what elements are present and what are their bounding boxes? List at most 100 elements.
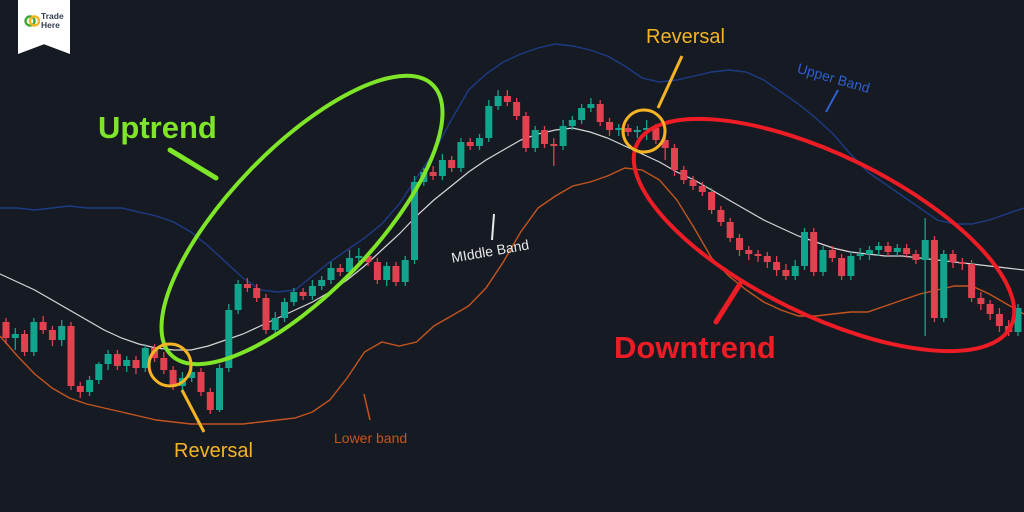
candle-body [141,348,149,368]
candle [30,318,38,356]
candle [865,246,873,260]
candle [160,352,168,374]
candle [494,90,502,110]
candle-body [160,358,168,370]
uptrend-ellipse [159,73,445,367]
candle-body [977,298,985,304]
candle [736,234,743,256]
candle-body [652,128,660,140]
candle-body [197,372,205,392]
candle-body [606,122,613,130]
candle-body [643,128,651,130]
candle [893,244,901,256]
candle [39,316,47,334]
candle [995,308,1003,332]
candle [958,258,966,270]
candle-body [559,126,567,146]
candle-body [355,256,363,258]
middle-band-pointer [491,213,495,241]
candle-body [865,250,873,254]
candle-body [281,302,288,318]
candle [86,376,94,396]
candle-body [411,182,418,260]
candle [606,118,613,136]
candle [875,242,883,256]
candle [801,228,808,270]
candle-body [346,258,353,272]
candle-body [485,106,493,138]
candle [940,250,948,322]
candle [819,246,827,276]
candle-body [912,254,920,260]
candle [438,154,446,180]
candle-body [810,232,818,272]
candle-body [253,288,261,298]
candle [476,134,483,150]
candle [281,298,288,322]
candle [234,280,242,314]
reversal-high-label: Reversal [646,26,725,48]
candle-body [736,238,743,250]
candle [698,182,706,196]
candle [782,264,790,280]
candle-body [615,128,623,130]
candle [318,276,326,290]
candle-body [373,262,381,280]
candle-body [206,392,214,410]
candle [262,294,270,334]
candle-body [2,322,10,338]
candle-body [271,318,279,330]
candle-body [401,260,409,282]
candle [271,312,279,336]
candle-body [633,130,641,132]
candle [726,218,734,242]
uptrend-label: Uptrend [98,110,217,145]
downtrend-pointer [713,281,743,325]
candle-body [531,130,539,148]
candle-body [58,326,66,340]
candle [977,292,985,310]
candle [197,368,205,396]
candle-body [745,250,753,254]
candle [912,250,920,264]
candle [104,350,112,370]
candle-body [968,264,976,298]
candle-body [550,144,558,146]
candle-body [169,370,177,386]
candle [11,328,19,350]
candle [67,322,75,390]
candle-body [67,326,75,386]
candle-body [940,254,948,318]
candle [299,288,307,300]
candle [392,262,400,286]
candles-layer [2,90,1022,414]
candle-body [568,120,576,126]
candle-body [791,266,799,276]
candle-body [708,192,716,210]
brand-name: Trade Here [41,12,70,30]
candle-body [262,298,270,330]
candle [968,260,976,302]
candle [986,300,994,320]
candle [773,256,781,276]
candle [838,254,846,280]
candle-body [847,256,855,276]
candle-body [587,104,595,108]
candle-body [476,138,483,146]
candle [141,344,149,372]
candle-body [308,286,316,296]
candle-body [578,108,586,120]
candle-body [188,372,196,378]
candle-body [903,248,911,254]
reversal-low-pointer [180,389,206,433]
candle [633,126,641,138]
candle-body [132,360,140,368]
candle-body [596,104,604,122]
candle-body [48,330,56,340]
candle [58,320,66,346]
candle-body [336,268,344,272]
candle [132,356,140,374]
candle [448,156,456,172]
candle-body [949,254,957,262]
